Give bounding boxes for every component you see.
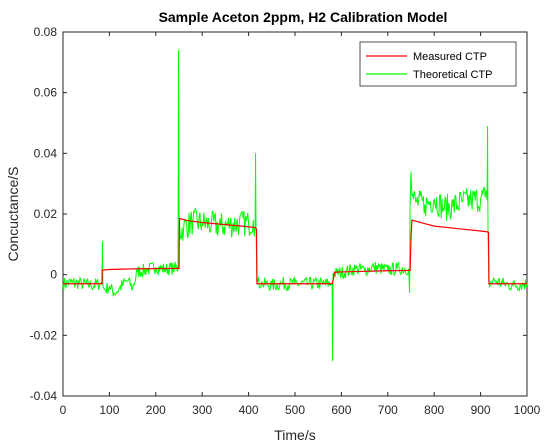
series-line-measured-ctp: [63, 217, 527, 285]
x-tick-label: 600: [331, 403, 351, 417]
legend-label-theoretical-ctp: Theoretical CTP: [413, 69, 492, 81]
x-tick-label: 500: [285, 403, 305, 417]
y-tick-label: 0.04: [34, 146, 58, 160]
x-tick-label: 400: [239, 403, 259, 417]
y-tick-label: 0.08: [34, 25, 58, 39]
chart-title: Sample Aceton 2ppm, H2 Calibration Model: [159, 9, 448, 25]
y-tick-label: -0.04: [30, 389, 58, 403]
x-axis-label: Time/s: [274, 427, 315, 443]
series-line-theoretical-ctp: [62, 50, 528, 362]
ticks-layer: 0 100 200 300 400 500 600 700 800 900 1000 -0.04 -0.…: [30, 25, 541, 417]
y-tick-label: -0.02: [30, 328, 58, 342]
x-tick-label: 300: [192, 403, 212, 417]
x-tick-label: 800: [424, 403, 444, 417]
legend: Measured CTP Theoretical CTP: [359, 41, 517, 87]
y-tick-label: 0.06: [34, 86, 58, 100]
data-layer: [62, 50, 528, 362]
y-tick-label: 0: [50, 268, 57, 282]
plot-area: [62, 31, 528, 397]
y-axis-label: Concuctance/S: [5, 167, 21, 262]
x-tick-label: 100: [99, 403, 119, 417]
legend-box: [359, 41, 517, 87]
x-tick-label: 900: [471, 403, 491, 417]
y-tick-label: 0.02: [34, 207, 58, 221]
legend-label-measured-ctp: Measured CTP: [413, 51, 487, 63]
x-tick-label: 0: [60, 403, 67, 417]
x-tick-label: 1000: [514, 403, 541, 417]
x-tick-label: 700: [378, 403, 398, 417]
x-tick-label: 200: [146, 403, 166, 417]
